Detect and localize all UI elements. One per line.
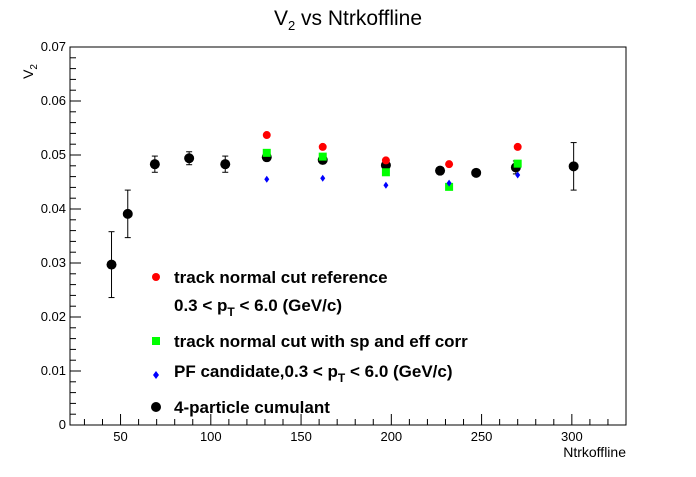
- data-point-pf-candidate: [264, 175, 270, 183]
- x-tick-label: 250: [471, 429, 493, 444]
- y-tick-label: 0.04: [41, 201, 66, 216]
- y-tick-label: 0.05: [41, 147, 66, 162]
- legend-label-pf-b: < 6.0 (GeV/c): [345, 362, 452, 381]
- data-point-cumulant: [435, 165, 446, 176]
- data-point-sp-eff: [513, 159, 522, 168]
- data-point-cumulant: [106, 259, 117, 270]
- legend-label-reference: track normal cut reference: [174, 268, 388, 287]
- x-tick-label: 200: [380, 429, 402, 444]
- legend-label-pf-a: PF candidate,0.3 < p: [174, 362, 338, 381]
- y-axis-label: V2: [20, 64, 40, 79]
- data-point-cumulant: [471, 167, 482, 178]
- y-tick-label: 0.03: [41, 255, 66, 270]
- chart-title-main: V: [274, 7, 288, 30]
- legend-item-sp-eff: track normal cut with sp and eff corr: [152, 332, 468, 351]
- data-point-sp-eff: [381, 168, 390, 177]
- legend-item-pf-candidate: PF candidate,0.3 < pT < 6.0 (GeV/c): [153, 362, 453, 385]
- chart-title-sub: 2: [288, 18, 295, 33]
- legend-label-pf-candidate: PF candidate,0.3 < pT < 6.0 (GeV/c): [174, 362, 453, 385]
- x-tick-label: 100: [200, 429, 222, 444]
- y-tick-label: 0: [59, 417, 66, 432]
- data-point-cumulant: [122, 208, 133, 219]
- data-point-pf-candidate: [320, 174, 326, 182]
- data-point-cumulant: [149, 159, 160, 170]
- legend-label-sp-eff: track normal cut with sp and eff corr: [174, 332, 468, 351]
- data-point-cumulant: [184, 153, 195, 164]
- data-point-reference: [318, 142, 327, 151]
- y-tick-label: 0.02: [41, 309, 66, 324]
- plot-area: 50 100 150 200 250 300 0 0.01 0.02 0.03 0.04 0.05 0.…: [41, 39, 627, 444]
- data-point-sp-eff: [445, 182, 454, 191]
- data-point-reference: [262, 131, 271, 140]
- legend-marker-black-circle: [151, 402, 161, 412]
- x-tick-label: 50: [113, 429, 127, 444]
- y-tick-label: 0.06: [41, 93, 66, 108]
- legend: track normal cut reference 0.3 < pT < 6.…: [151, 268, 468, 417]
- y-axis-label-sub: 2: [29, 64, 40, 70]
- legend-label-reference-range: 0.3 < pT < 6.0 (GeV/c): [174, 296, 342, 319]
- data-point-pf-candidate: [446, 179, 452, 187]
- data-point-cumulant: [568, 161, 579, 172]
- chart-title: V2 vs Ntrkoffline: [274, 7, 422, 33]
- legend-marker-green-square: [152, 337, 160, 345]
- x-tick-label: 300: [561, 429, 583, 444]
- legend-marker-red-circle: [152, 273, 160, 281]
- data-point-pf-candidate: [383, 181, 389, 189]
- legend-label-reference-range-b: < 6.0 (GeV/c): [235, 296, 342, 315]
- data-point-pf-candidate: [515, 171, 521, 179]
- y-axis-label-main: V: [20, 69, 36, 79]
- legend-label-cumulant: 4-particle cumulant: [174, 398, 330, 417]
- data-point-reference: [513, 142, 522, 151]
- legend-label-pf-sub: T: [338, 371, 346, 385]
- data-point-reference: [381, 156, 390, 165]
- y-tick-label: 0.07: [41, 39, 66, 54]
- plot-frame: [69, 46, 627, 426]
- chart-title-rest: vs Ntrkoffline: [295, 7, 422, 30]
- data-point-sp-eff: [318, 152, 327, 161]
- legend-label-reference-range-a: 0.3 < p: [174, 296, 227, 315]
- legend-item-cumulant: 4-particle cumulant: [151, 398, 330, 417]
- y-tick-label: 0.01: [41, 363, 66, 378]
- x-tick-label: 150: [290, 429, 312, 444]
- legend-item-reference: track normal cut reference 0.3 < pT < 6.…: [152, 268, 388, 319]
- data-point-sp-eff: [262, 148, 271, 157]
- data-point-reference: [445, 160, 454, 169]
- legend-label-reference-range-sub: T: [227, 305, 235, 319]
- data-point-cumulant: [220, 159, 231, 170]
- x-axis-label: Ntrkoffline: [563, 444, 626, 460]
- legend-marker-blue-diamond: [153, 371, 159, 379]
